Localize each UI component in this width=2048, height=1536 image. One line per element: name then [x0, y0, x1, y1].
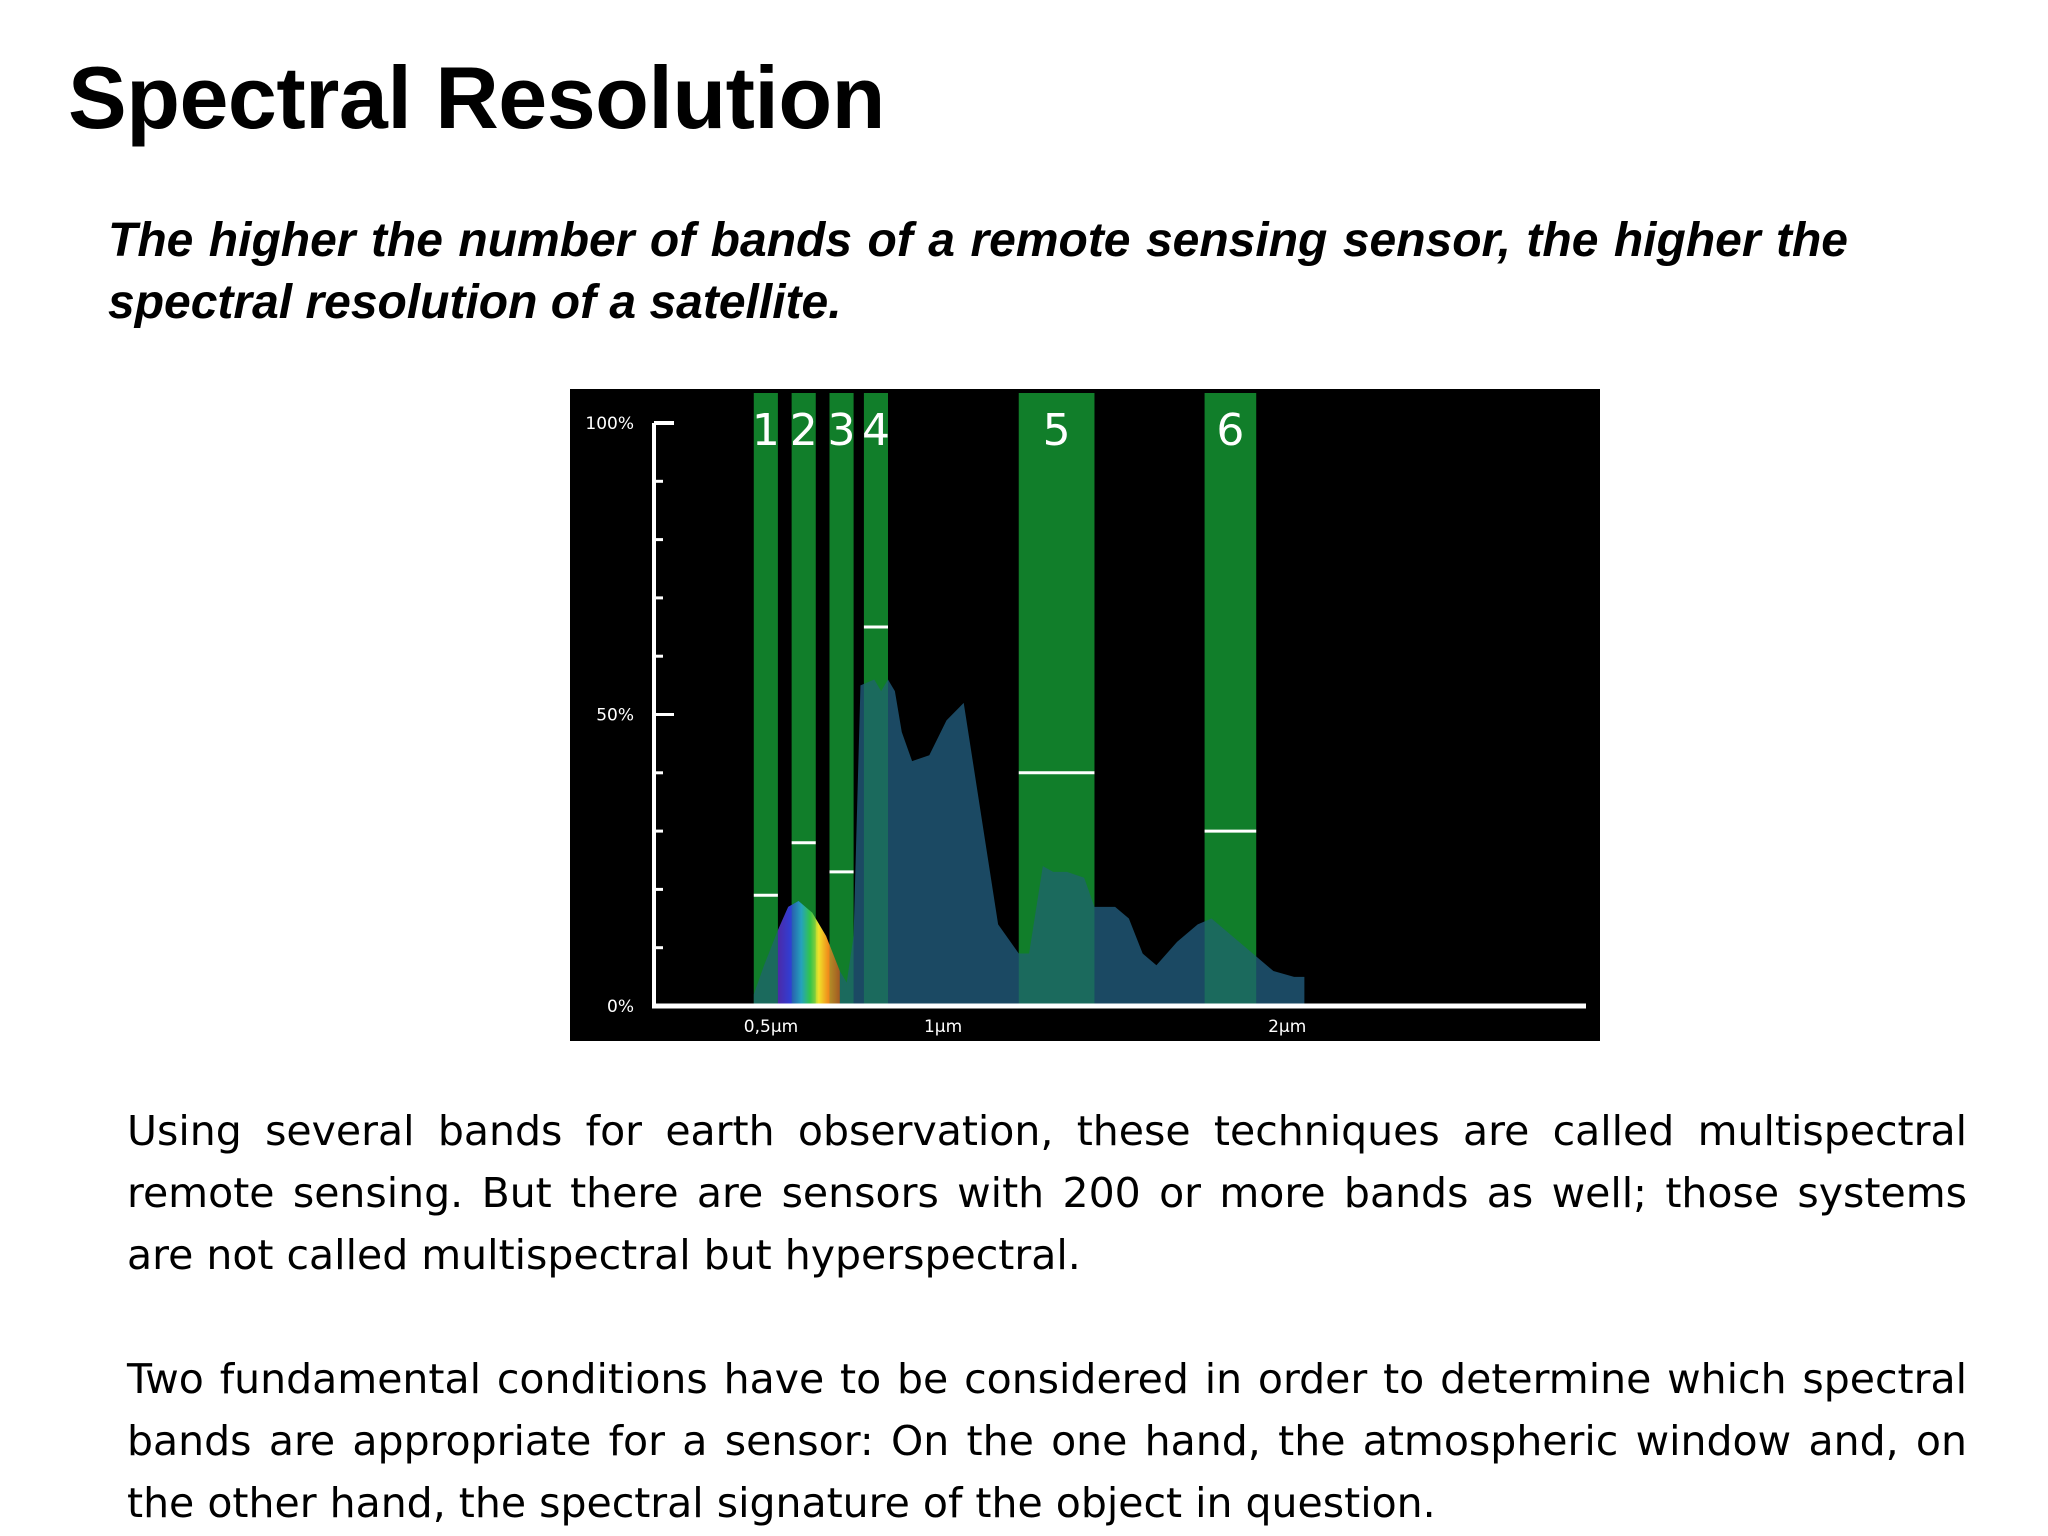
band-3-bar [829, 393, 854, 1006]
x-tick-label: 0,5μm [744, 1017, 798, 1037]
subtitle: The higher the number of bands of a remo… [108, 214, 1848, 329]
paragraph-conditions: Two fundamental conditions have to be co… [127, 1355, 1967, 1527]
band-5-label: 5 [1043, 405, 1071, 456]
band-4-label: 4 [862, 405, 890, 456]
band-6-tint [1204, 393, 1257, 1006]
chart-svg: 1 2 3 4 5 6 100% 50% 0% 0,5μm 1μm 2μm [570, 389, 1600, 1041]
band-3-tint [829, 393, 854, 1006]
band-4-tint [863, 393, 888, 1006]
band-2-tint [791, 393, 816, 1006]
band-1-label: 1 [752, 405, 780, 456]
band-1-tint [753, 393, 778, 1006]
y-tick-label: 0% [607, 997, 634, 1017]
band-5-tint [1018, 393, 1095, 1006]
page-title: Spectral Resolution [68, 48, 885, 147]
x-tick-label: 1μm [924, 1017, 962, 1037]
spectral-signature-area [753, 679, 1305, 1006]
paragraph-multispectral: Using several bands for earth observatio… [127, 1107, 1967, 1279]
band-2-label: 2 [790, 405, 818, 456]
band-3-label: 3 [828, 405, 856, 456]
spectral-bands-chart: 1 2 3 4 5 6 100% 50% 0% 0,5μm 1μm 2μm [570, 389, 1600, 1041]
band-6-label: 6 [1216, 405, 1244, 456]
x-tick-label: 2μm [1268, 1017, 1306, 1037]
visible-spectrum-hump [777, 901, 840, 1006]
y-tick-label: 50% [596, 706, 634, 726]
band-6-bar [1204, 393, 1257, 1006]
y-tick-label: 100% [585, 414, 634, 434]
band-1-bar [753, 393, 778, 1006]
